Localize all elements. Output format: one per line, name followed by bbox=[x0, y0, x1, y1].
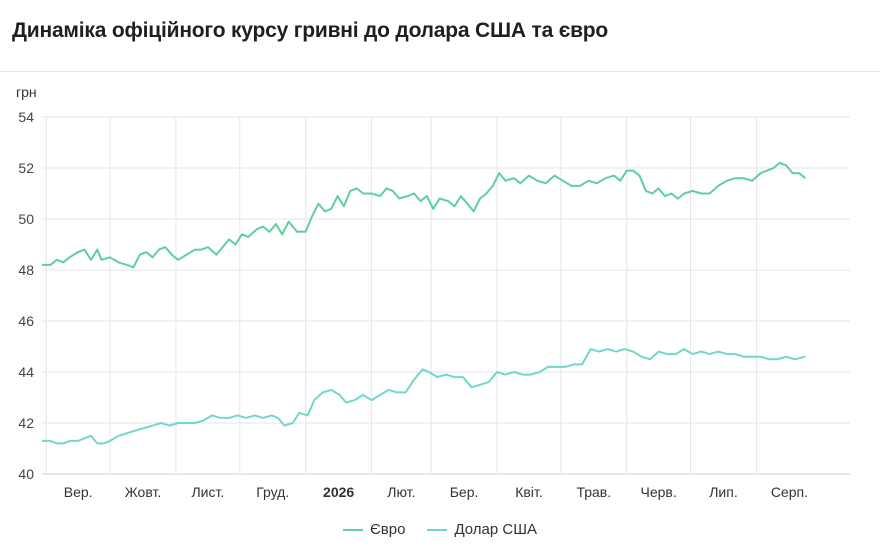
header-divider bbox=[0, 71, 880, 72]
legend-item-usd[interactable]: Долар США bbox=[427, 521, 537, 538]
x-tick-label: Лип. bbox=[709, 484, 737, 500]
y-tick-label: 44 bbox=[18, 364, 34, 380]
x-tick-label: Груд. bbox=[256, 484, 289, 500]
x-tick-label: Трав. bbox=[576, 484, 611, 500]
legend-swatch-euro bbox=[343, 528, 364, 531]
x-tick-label: Вер. bbox=[64, 484, 93, 500]
series-line-euro bbox=[42, 161, 806, 269]
x-tick-label: Квіт. bbox=[515, 484, 542, 500]
y-axis-unit-label: грн bbox=[16, 84, 37, 100]
line-chart: 40 42 44 46 48 50 52 54 Вер. Жовт. Лист. Груд. 2026 Л… bbox=[18, 109, 850, 500]
series-line-usd bbox=[42, 348, 806, 445]
y-tick-label: 42 bbox=[18, 415, 34, 431]
y-tick-label: 50 bbox=[18, 211, 34, 227]
chart-legend: Євро Долар США bbox=[0, 521, 880, 538]
x-tick-label: Серп. bbox=[771, 484, 808, 500]
x-tick-label: Лют. bbox=[387, 484, 415, 500]
y-tick-label: 40 bbox=[18, 466, 34, 482]
y-tick-label: 54 bbox=[18, 109, 34, 125]
chart-title: Динаміка офіційного курсу гривні до дола… bbox=[12, 19, 609, 42]
x-tick-label: Лист. bbox=[191, 484, 224, 500]
x-tick-label: 2026 bbox=[323, 484, 354, 500]
legend-label-usd: Долар США bbox=[454, 521, 537, 538]
x-tick-label: Бер. bbox=[450, 484, 479, 500]
legend-item-euro[interactable]: Євро bbox=[343, 521, 405, 538]
y-tick-label: 46 bbox=[18, 313, 34, 329]
legend-swatch-usd bbox=[427, 528, 448, 531]
y-tick-label: 52 bbox=[18, 160, 34, 176]
x-tick-label: Черв. bbox=[641, 484, 677, 500]
y-tick-label: 48 bbox=[18, 262, 34, 278]
legend-label-euro: Євро bbox=[370, 521, 406, 538]
x-tick-label: Жовт. bbox=[125, 484, 161, 500]
